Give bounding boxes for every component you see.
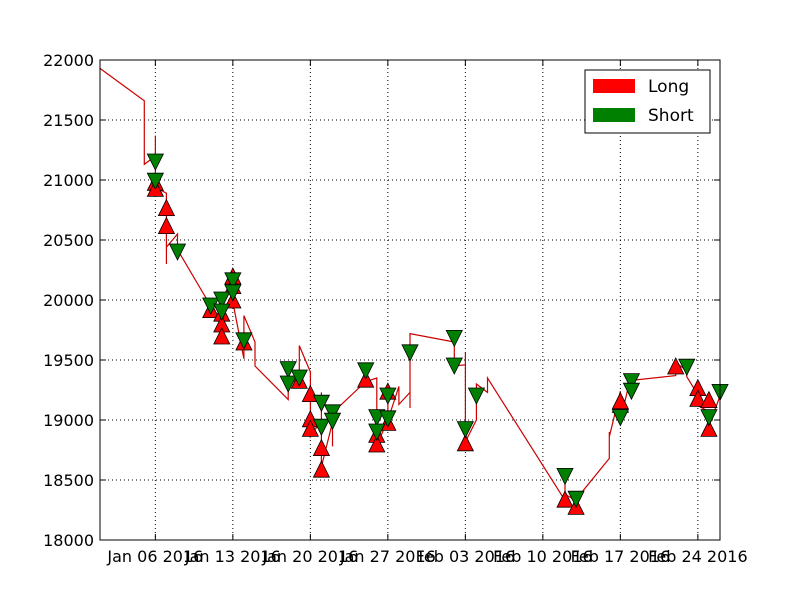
short-marker xyxy=(146,172,165,191)
long-marker xyxy=(611,391,630,410)
long-marker xyxy=(157,216,176,235)
long-marker xyxy=(689,389,707,407)
axis-ticks: 18000 18500 19000 19500 20000 20500 21000 21500… xyxy=(43,51,748,566)
short-marker xyxy=(168,243,187,261)
short-marker xyxy=(224,284,242,302)
short-marker xyxy=(357,362,375,380)
short-marker xyxy=(379,387,397,405)
legend-swatch-short xyxy=(593,108,635,122)
x-tick-label: Feb 24 2016 xyxy=(648,547,748,566)
long-marker xyxy=(312,460,331,478)
short-marker xyxy=(235,332,253,350)
short-marker xyxy=(678,358,696,377)
short-marker xyxy=(368,423,386,441)
y-tick-label: 20000 xyxy=(43,291,94,310)
y-tick-label: 20500 xyxy=(43,231,94,250)
short-marker xyxy=(456,421,475,439)
short-marker xyxy=(556,467,574,486)
short-marker xyxy=(312,394,331,413)
short-marker xyxy=(279,375,297,393)
short-marker xyxy=(445,357,463,375)
y-tick-label: 19500 xyxy=(43,351,94,370)
short-marker xyxy=(700,409,718,427)
short-marker xyxy=(323,412,342,431)
long-marker xyxy=(667,357,685,375)
short-marker xyxy=(224,272,242,290)
long-marker xyxy=(368,435,386,453)
long-marker xyxy=(700,419,718,437)
short-marker xyxy=(312,418,331,437)
long-marker xyxy=(312,438,331,457)
short-marker xyxy=(622,373,641,391)
legend-label-short: Short xyxy=(648,106,694,126)
long-marker xyxy=(301,419,320,437)
short-marker xyxy=(567,490,585,509)
short-marker xyxy=(290,369,308,387)
short-marker xyxy=(445,329,463,348)
legend-label-long: Long xyxy=(648,77,689,97)
price-line xyxy=(99,67,721,503)
short-marker xyxy=(146,153,165,171)
long-marker xyxy=(213,327,231,345)
legend: Long Short xyxy=(584,69,711,134)
short-marker xyxy=(467,387,486,405)
short-marker xyxy=(622,382,641,401)
y-tick-label: 21500 xyxy=(43,111,94,130)
x-tick-label: Jan 20 2016 xyxy=(261,547,358,566)
short-marker xyxy=(379,410,397,428)
y-tick-label: 18000 xyxy=(43,531,94,550)
y-tick-label: 22000 xyxy=(43,51,94,70)
x-tick-label: Feb 17 2016 xyxy=(571,547,671,566)
x-tick-label: Jan 06 2016 xyxy=(106,547,203,566)
x-tick-label: Jan 13 2016 xyxy=(184,547,281,566)
x-tick-label: Jan 27 2016 xyxy=(339,547,436,566)
x-tick-label: Feb 10 2016 xyxy=(493,547,593,566)
long-marker xyxy=(556,490,574,508)
legend-swatch-long xyxy=(593,79,635,93)
trade-markers xyxy=(146,153,729,515)
short-marker xyxy=(401,344,419,362)
short-marker xyxy=(611,409,630,427)
price-series-line xyxy=(99,67,721,503)
y-tick-label: 19000 xyxy=(43,411,94,430)
short-marker xyxy=(323,404,342,422)
x-tick-label: Feb 03 2016 xyxy=(416,547,516,566)
long-marker xyxy=(456,433,475,452)
short-marker xyxy=(213,291,231,309)
long-marker xyxy=(700,390,718,409)
y-tick-label: 18500 xyxy=(43,471,94,490)
y-tick-label: 21000 xyxy=(43,171,94,190)
short-marker xyxy=(368,409,386,427)
long-marker xyxy=(157,198,176,217)
short-marker xyxy=(213,303,231,321)
